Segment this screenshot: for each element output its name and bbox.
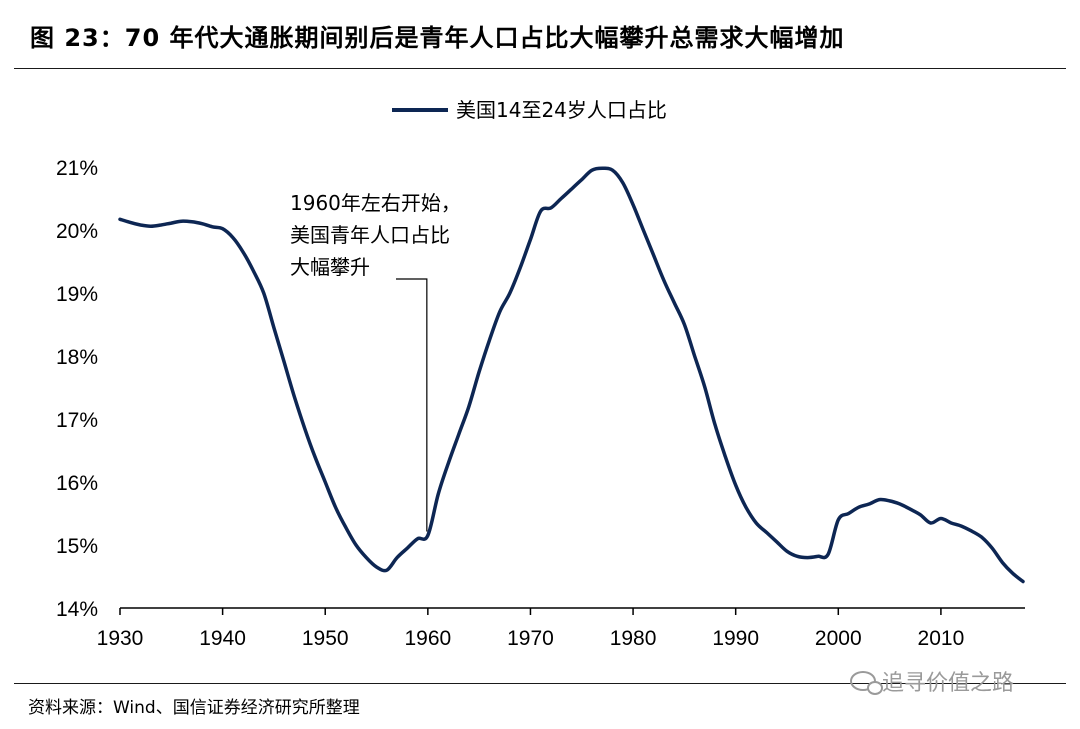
x-tick-label: 1950 bbox=[302, 627, 349, 650]
x-tick-label: 1970 bbox=[507, 627, 554, 650]
y-tick-label: 19% bbox=[56, 283, 98, 306]
watermark-text: 追寻价值之路 bbox=[882, 671, 1015, 696]
wechat-icon bbox=[850, 671, 883, 695]
x-tick-label: 1980 bbox=[610, 627, 657, 650]
legend-label: 美国14至24岁人口占比 bbox=[456, 98, 667, 122]
axes bbox=[119, 607, 1025, 615]
bottom-divider bbox=[14, 683, 1066, 684]
source-note: 资料来源：Wind、国信证券经济研究所整理 bbox=[28, 698, 360, 718]
legend: 美国14至24岁人口占比 bbox=[392, 98, 667, 122]
x-tick-label: 1940 bbox=[199, 627, 246, 650]
series-line bbox=[118, 166, 1025, 584]
annotation-text: 美国青年人口占比 bbox=[290, 223, 450, 247]
top-divider bbox=[14, 68, 1066, 69]
x-tick-label: 2000 bbox=[815, 627, 862, 650]
y-tick-label: 18% bbox=[56, 346, 98, 369]
y-tick-label: 21% bbox=[56, 157, 98, 180]
annotation-leader bbox=[396, 278, 428, 532]
chart-title: 图 23：70 年代大通胀期间别后是青年人口占比大幅攀升总需求大幅增加 bbox=[30, 24, 845, 52]
tick-labels: 1930 1940 1950 1960 1970 1980 1990 2000 2010 14% 1… bbox=[56, 157, 964, 650]
annotation-text: 1960年左右开始， bbox=[290, 191, 461, 215]
y-tick-label: 16% bbox=[56, 472, 98, 495]
y-tick-label: 17% bbox=[56, 409, 98, 432]
x-tick-label: 1930 bbox=[97, 627, 144, 650]
annotation-text: 大幅攀升 bbox=[290, 255, 370, 279]
x-tick-label: 2010 bbox=[918, 627, 965, 650]
x-tick-label: 1960 bbox=[404, 627, 451, 650]
y-tick-label: 20% bbox=[56, 220, 98, 243]
y-tick-label: 14% bbox=[56, 598, 98, 621]
y-tick-label: 15% bbox=[56, 535, 98, 558]
x-tick-label: 1990 bbox=[712, 627, 759, 650]
watermark: 追寻价值之路 bbox=[850, 665, 1014, 697]
